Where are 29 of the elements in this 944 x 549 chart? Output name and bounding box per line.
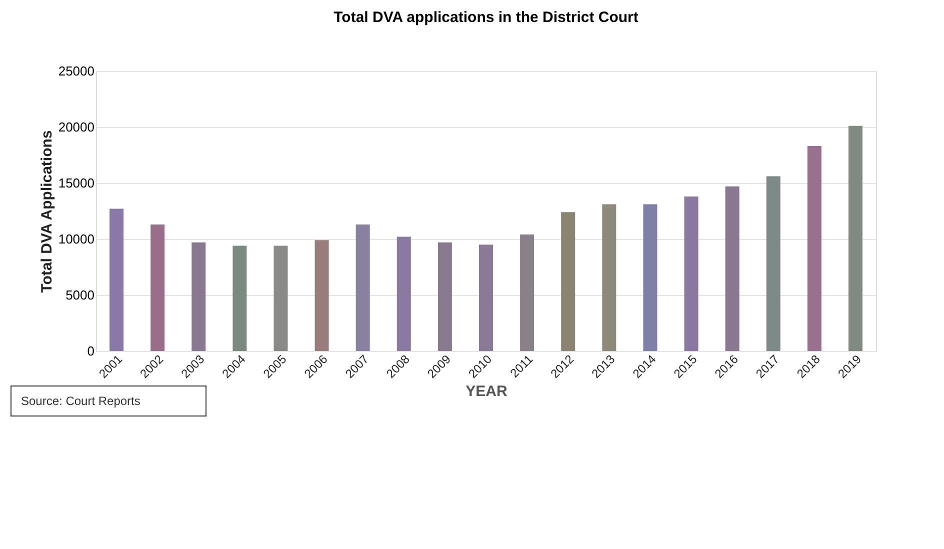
bar <box>602 204 616 351</box>
bar <box>396 236 411 351</box>
bar <box>479 244 493 351</box>
source-note: Source: Court Reports <box>21 394 140 408</box>
bar <box>766 176 780 351</box>
bar <box>848 126 862 351</box>
y-tick-label: 10000 <box>58 232 94 246</box>
bar <box>232 246 247 351</box>
y-tick-label: 5000 <box>66 288 94 302</box>
bar <box>192 242 206 351</box>
chart-title: Total DVA applications in the District Court <box>334 9 638 26</box>
y-tick-label: 20000 <box>58 120 94 134</box>
bar <box>725 186 740 351</box>
y-tick-label: 15000 <box>58 176 94 190</box>
y-axis-title: Total DVA Applications <box>38 130 56 293</box>
bar <box>110 208 124 351</box>
bar <box>520 234 534 351</box>
bar <box>274 246 288 351</box>
bar <box>684 196 698 351</box>
x-axis-title: YEAR <box>466 383 508 400</box>
bar <box>314 240 329 351</box>
bar <box>807 146 822 351</box>
y-tick-label: 25000 <box>58 64 94 78</box>
bar <box>356 224 370 351</box>
bar <box>150 224 165 351</box>
bar <box>643 204 658 351</box>
bar <box>561 212 576 351</box>
y-tick-label: 0 <box>87 344 94 358</box>
bar <box>438 242 452 351</box>
